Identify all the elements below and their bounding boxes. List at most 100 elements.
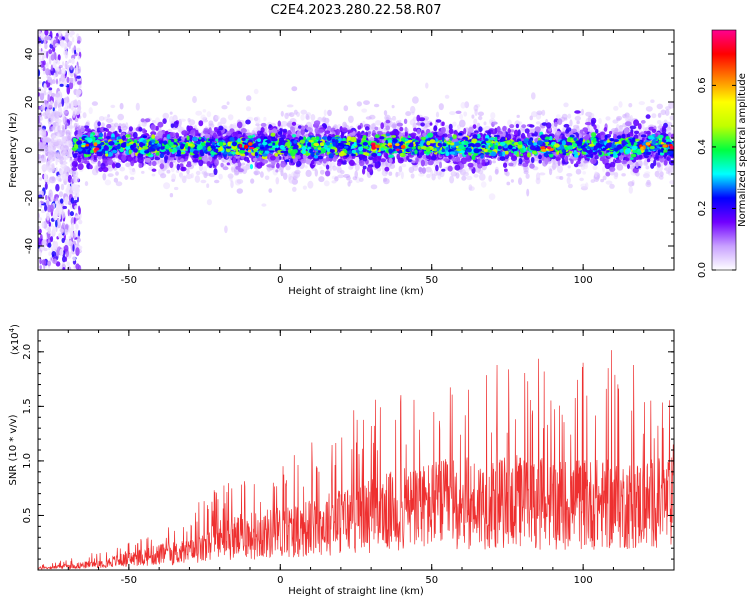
heatmap-cell (361, 109, 367, 113)
heatmap-cell (138, 127, 142, 132)
heatmap-cell (641, 120, 646, 124)
heatmap-cell (78, 206, 80, 211)
heatmap-cell (392, 117, 397, 121)
heatmap-cell (374, 104, 379, 108)
heatmap-cell (41, 32, 45, 41)
heatmap-cell (73, 233, 75, 239)
heatmap-cell (47, 261, 51, 267)
heatmap-cell (85, 181, 88, 186)
heatmap-cell (549, 168, 552, 175)
heatmap-cell (283, 173, 288, 180)
heatmap-cell (303, 186, 307, 190)
heatmap-cell (536, 121, 541, 124)
heatmap-cell (61, 136, 66, 143)
heatmap-cell (305, 165, 308, 168)
heatmap-cell (645, 165, 649, 169)
heatmap-cell (59, 249, 63, 256)
heatmap-cell (246, 106, 251, 111)
heatmap-cell (65, 157, 69, 160)
heatmap-cell (56, 203, 60, 212)
heatmap-cell (47, 129, 53, 133)
heatmap-cell (574, 110, 581, 114)
heatmap-cell (46, 212, 50, 221)
heatmap-cell (245, 120, 251, 125)
heatmap-cell (388, 172, 392, 176)
heatmap-cell (639, 101, 645, 105)
heatmap-cell (42, 222, 45, 229)
heatmap-cell (401, 172, 404, 180)
heatmap-cell (77, 81, 82, 85)
heatmap-cell (306, 170, 312, 177)
heatmap-cell (65, 122, 69, 128)
heatmap-cell (337, 162, 342, 166)
heatmap-cell (75, 247, 79, 256)
heatmap-cell (237, 188, 243, 194)
heatmap-cell (207, 111, 212, 117)
heatmap-cell (292, 187, 297, 192)
heatmap-cell (646, 114, 651, 119)
heatmap-cell (74, 200, 78, 203)
heatmap-cell (54, 73, 56, 80)
heatmap-cell (585, 122, 592, 125)
heatmap-cell (77, 110, 82, 113)
heatmap-cell (426, 174, 431, 178)
heatmap-cell (643, 161, 647, 166)
heatmap-cell (63, 148, 67, 154)
heatmap-cell (191, 173, 194, 178)
heatmap-cell (287, 104, 294, 107)
heatmap-cell (265, 176, 270, 181)
heatmap-cell (186, 168, 190, 174)
heatmap-cell (422, 167, 426, 174)
heatmap-cell (77, 239, 79, 245)
heatmap-cell (67, 262, 70, 267)
heatmap-cell (288, 174, 291, 181)
heatmap-cell (613, 106, 618, 111)
heatmap-cell (40, 105, 44, 110)
heatmap-cell (92, 101, 98, 106)
heatmap-cell (89, 107, 93, 114)
heatmap-cell (76, 76, 81, 79)
heatmap-cell (439, 162, 442, 169)
heatmap-cell (196, 171, 201, 175)
heatmap-cell (481, 181, 487, 187)
heatmap-cell (466, 176, 473, 180)
heatmap-cell (227, 162, 230, 165)
heatmap-cell (581, 133, 586, 136)
heatmap-cell (55, 220, 58, 228)
heatmap-cell (657, 104, 663, 110)
heatmap-cell (188, 118, 191, 122)
heatmap-cell (301, 110, 308, 115)
heatmap-cell (44, 205, 47, 212)
heatmap-cell (45, 68, 50, 75)
heatmap-cell (60, 40, 64, 48)
heatmap-cell (69, 44, 71, 50)
heatmap-cell (254, 89, 259, 94)
heatmap-cell (47, 155, 53, 163)
heatmap-cell (300, 114, 304, 120)
heatmap-cell (52, 79, 56, 84)
heatmap-cell (179, 119, 186, 122)
heatmap-cell (59, 191, 63, 197)
heatmap-cell (292, 122, 296, 126)
heatmap-cell (369, 115, 376, 120)
heatmap-cell (61, 184, 64, 191)
heatmap-cell (62, 256, 66, 262)
heatmap-cell (238, 168, 244, 172)
heatmap-cell (609, 184, 615, 189)
heatmap-cell (38, 48, 41, 51)
heatmap-cell (44, 116, 48, 119)
heatmap-cell (566, 173, 572, 177)
heatmap-cell (44, 137, 51, 143)
heatmap-cell (294, 170, 300, 174)
heatmap-cell (47, 94, 50, 102)
heatmap-cell (152, 169, 157, 172)
heatmap-cell (375, 120, 381, 126)
heatmap-cell (559, 176, 563, 180)
heatmap-cell (244, 166, 251, 169)
heatmap-cell (48, 87, 52, 90)
heatmap-cell (455, 165, 461, 171)
heatmap-cell (117, 114, 124, 121)
heatmap-cell (74, 123, 78, 128)
heatmap-cell (241, 128, 247, 133)
